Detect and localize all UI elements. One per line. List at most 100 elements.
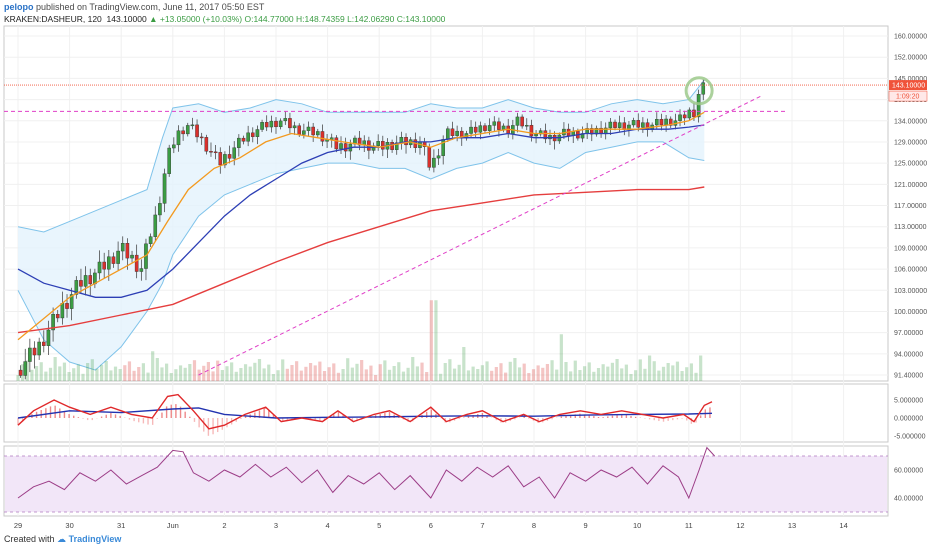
author-link[interactable]: pelopo (4, 2, 34, 12)
volume-bar (127, 361, 132, 381)
price-change: ▲ +13.05000 (+10.03%) (149, 14, 243, 24)
price-axis-tick: 91.40000 (894, 373, 923, 380)
price-axis-tick: 145.00000 (894, 76, 927, 83)
candle-body (357, 137, 362, 146)
volume-bar (685, 367, 689, 381)
volume-bar (234, 371, 238, 381)
price-axis-tick: 125.00000 (894, 161, 927, 168)
macd-line (17, 393, 713, 430)
time-axis-tick: 11 (685, 521, 693, 530)
volume-bar (452, 368, 457, 381)
candle-body (692, 109, 696, 118)
volume-bar (666, 363, 670, 381)
volume-bar (638, 359, 642, 381)
time-axis-tick: 29 (14, 521, 22, 530)
candle-body (148, 236, 153, 245)
volume-bar (123, 365, 127, 381)
volume-bar (299, 370, 303, 381)
volume-bar (39, 362, 43, 381)
volume-bar (257, 359, 262, 381)
candle-body (88, 275, 93, 285)
volume-bar (346, 358, 350, 381)
volume-bar (137, 367, 141, 381)
time-axis-tick: 10 (633, 521, 641, 530)
volume-bar (160, 367, 164, 381)
volume-bar (178, 365, 183, 381)
price-axis-tick: 100.00000 (894, 309, 927, 316)
time-axis-tick: 4 (326, 521, 330, 530)
candle-body (297, 125, 302, 135)
candle-body (292, 125, 297, 129)
candle-body (701, 82, 706, 95)
volume-bar (295, 361, 299, 381)
candle-body (23, 361, 28, 376)
candle-body (213, 151, 218, 154)
candle-body (204, 137, 209, 152)
candle-body (524, 124, 529, 127)
volume-bar (522, 363, 526, 381)
volume-bar (383, 360, 387, 381)
time-axis-tick: 12 (736, 521, 744, 530)
volume-bar (318, 361, 322, 381)
volume-bar (322, 371, 327, 381)
grid (3, 25, 889, 517)
candle-body (274, 120, 278, 128)
candle-body (515, 116, 520, 126)
time-axis-tick: 3 (274, 521, 278, 530)
candle-body (269, 120, 274, 128)
volume-bar (360, 360, 364, 381)
candle-body (120, 243, 125, 252)
candle-body (534, 133, 538, 137)
price-axis-tick: 117.00000 (894, 203, 927, 210)
candle-body (134, 254, 139, 272)
volume-bar (206, 362, 211, 381)
candle-body (320, 131, 325, 142)
volume-bar (76, 364, 80, 381)
volume-bar (141, 363, 145, 381)
volume-bar (661, 366, 666, 381)
candle-body (617, 122, 622, 128)
symbol-info-line: KRAKEN:DASHEUR, 120 143.10000 ▲ +13.0500… (4, 14, 445, 24)
volume-bar (132, 370, 136, 381)
footer: Created with ☁ TradingView (4, 534, 121, 545)
volume-bar (517, 367, 522, 381)
macd-axis-tick: 0.000000 (894, 416, 923, 423)
volume-bar (634, 370, 638, 381)
candle-body (172, 144, 176, 149)
volume-bar (202, 365, 206, 381)
volume-bar (490, 370, 494, 381)
price-axis-tick: 106.00000 (894, 267, 927, 274)
candle-body (641, 122, 645, 128)
candle-body (520, 116, 524, 127)
candle-body (404, 137, 408, 146)
candle-body (696, 94, 701, 118)
candle-body (255, 129, 260, 137)
price-axis-tick: 121.00000 (894, 182, 927, 189)
volume-bar (401, 371, 406, 381)
candle-body (167, 147, 171, 174)
volume-bar (239, 368, 243, 381)
time-axis-tick: 8 (532, 521, 536, 530)
candle-body (655, 118, 659, 126)
high-value: H:148.74359 (296, 14, 345, 24)
candle-body (501, 125, 506, 130)
volume-bar (397, 362, 401, 381)
candle-body (18, 369, 23, 376)
tradingview-brand[interactable]: TradingView (68, 534, 122, 544)
volume-bar (146, 372, 150, 381)
volume-bar (592, 371, 596, 381)
volume-bar (118, 369, 122, 381)
time-axis-tick: 14 (839, 521, 847, 530)
volume-bar (675, 361, 680, 381)
candle-body (306, 126, 311, 131)
volume-bar (434, 300, 438, 381)
volume-bar (308, 363, 313, 381)
candle-body (334, 137, 339, 150)
volume-bar (327, 367, 331, 381)
volume-bar (281, 359, 285, 381)
volume-bar (471, 366, 475, 381)
volume-bar (689, 363, 693, 381)
volume-bar (550, 360, 554, 381)
price-axis-tick: 109.00000 (894, 245, 927, 252)
